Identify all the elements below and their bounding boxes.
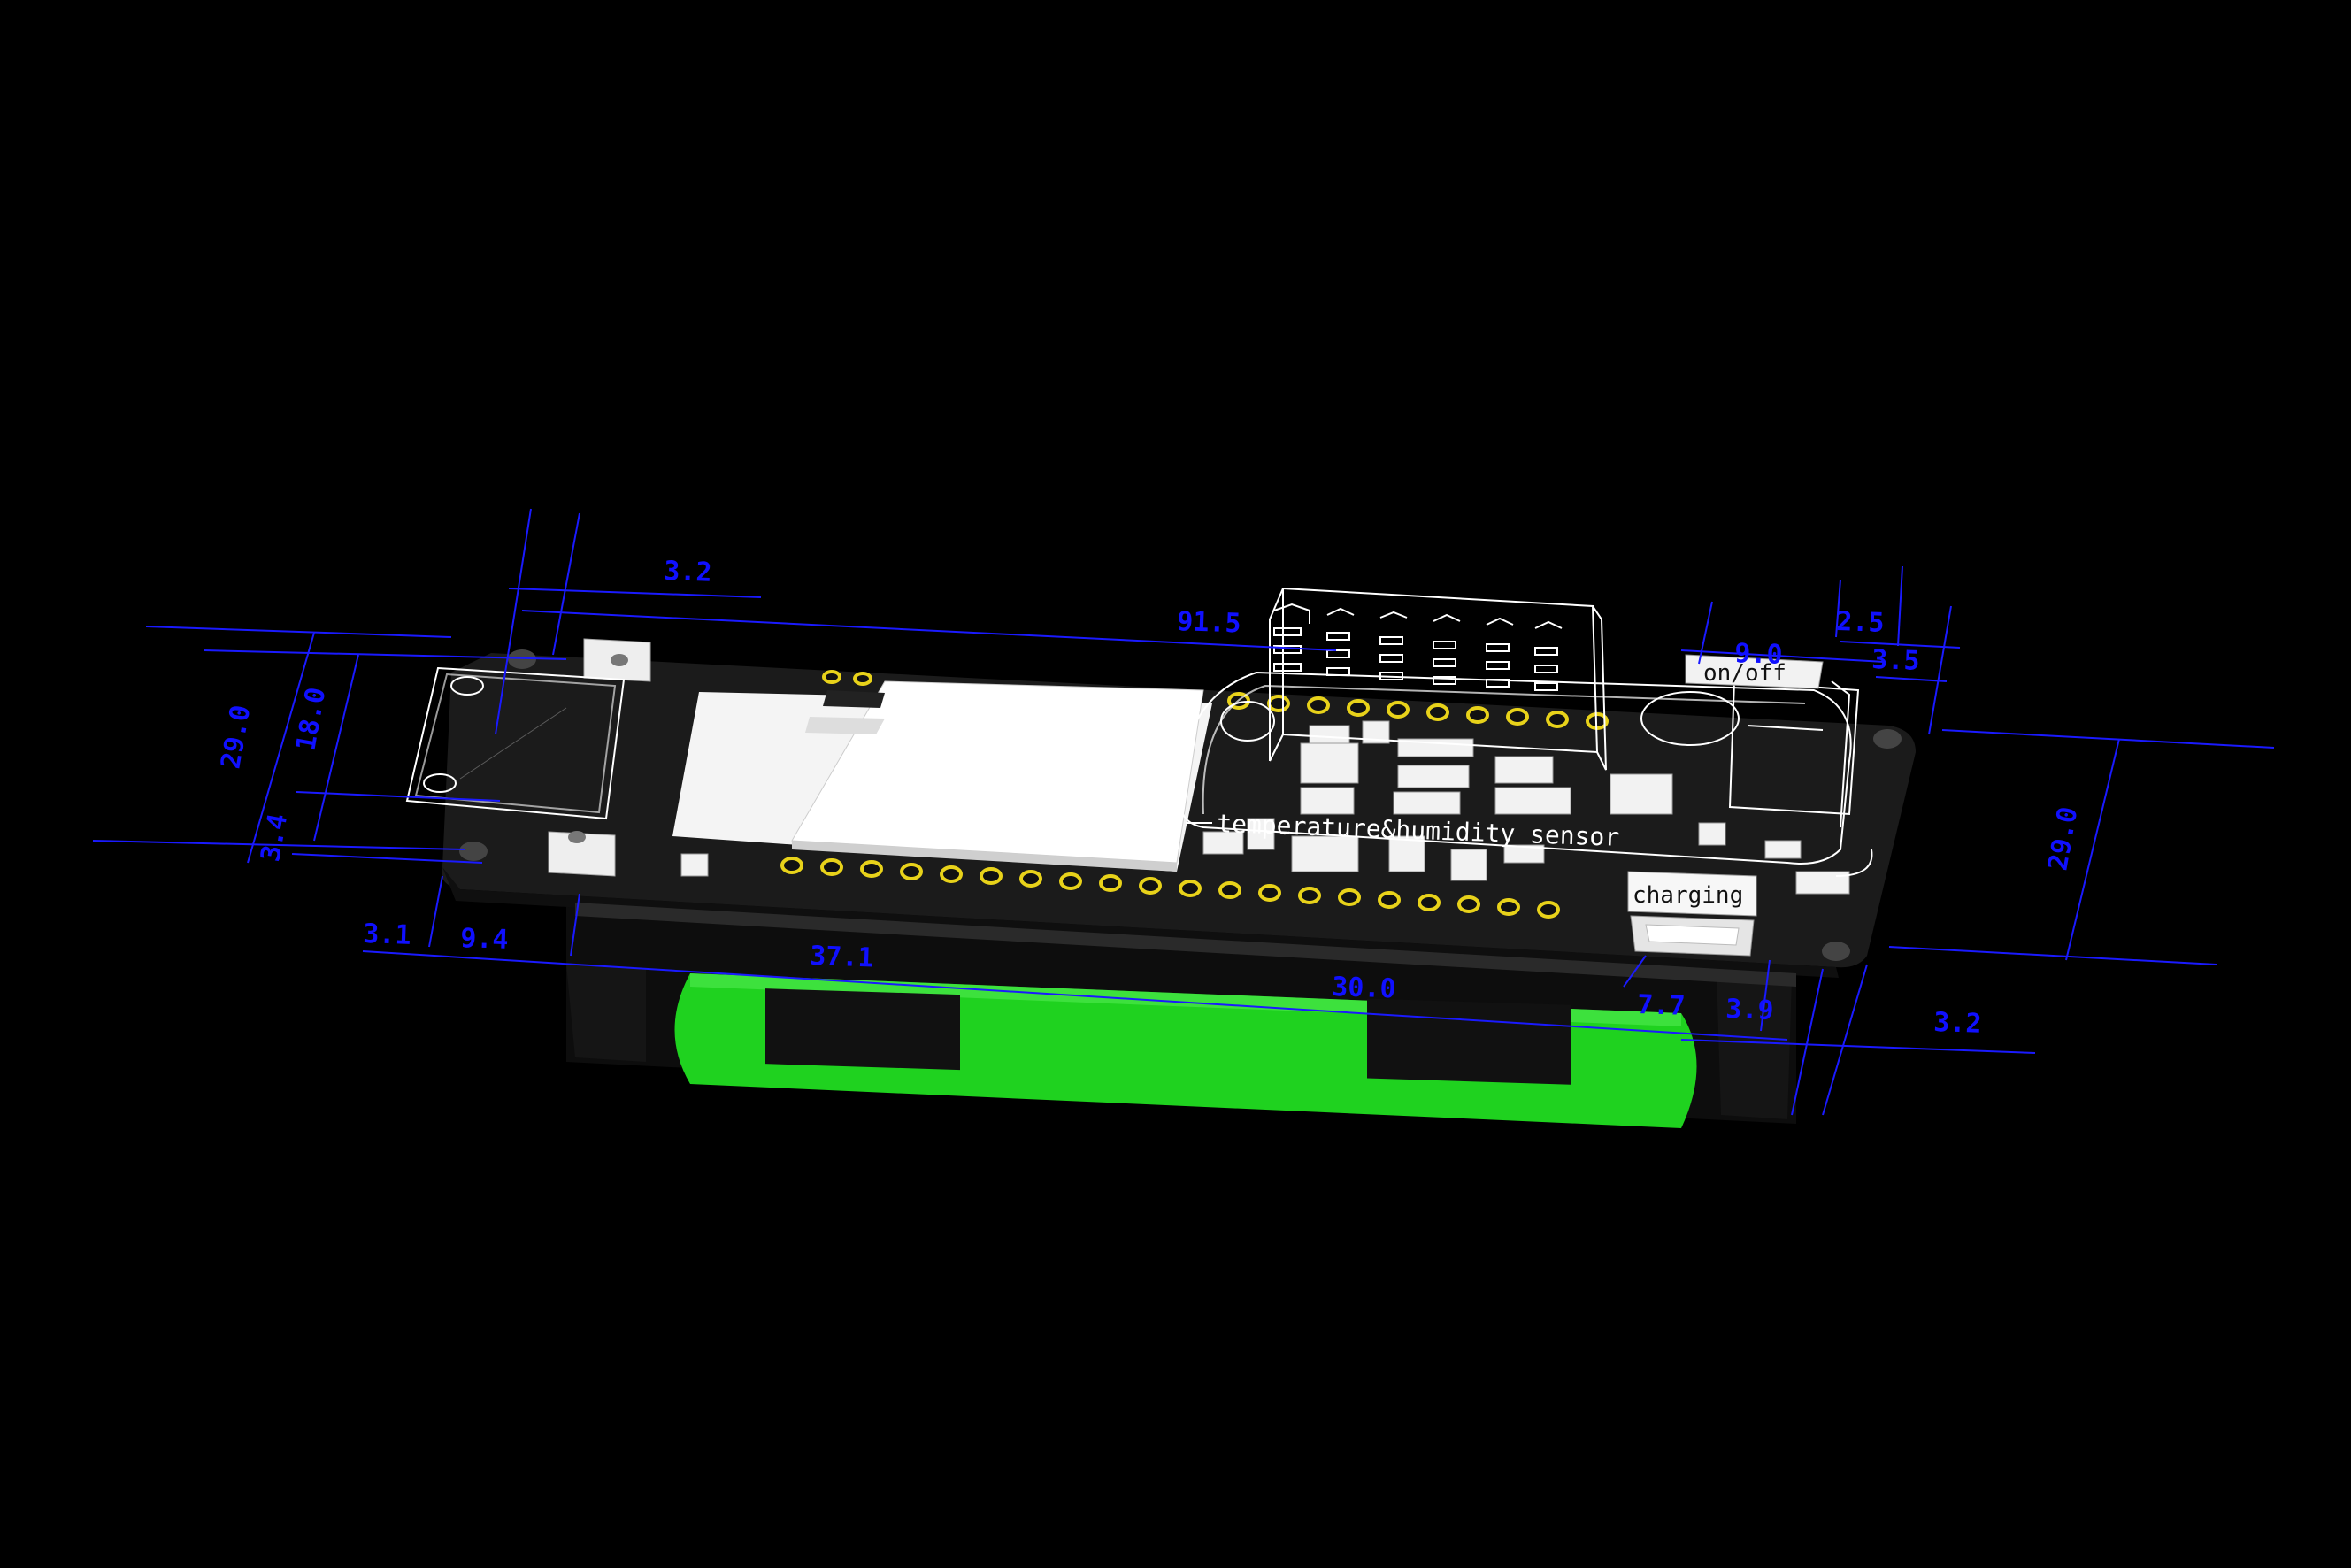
dim-3-1: 3.1 bbox=[363, 919, 411, 951]
mounting-holes bbox=[459, 649, 1902, 961]
wifi-module bbox=[672, 680, 1212, 872]
header-pins-top bbox=[822, 670, 1609, 730]
sensor-wireframe bbox=[1179, 587, 1873, 877]
dim-3-2-right: 3.2 bbox=[1933, 1007, 1982, 1040]
dimension-lines bbox=[92, 508, 2275, 1116]
dim-3-9: 3.9 bbox=[1725, 994, 1774, 1026]
dim-9-0: 9.0 bbox=[1734, 638, 1783, 671]
dim-3-5: 3.5 bbox=[1871, 644, 1920, 677]
charging-label: charging bbox=[1633, 882, 1743, 909]
dim-3-2-top: 3.2 bbox=[664, 556, 712, 588]
header-pins-bottom bbox=[780, 857, 1560, 919]
dim-2-5: 2.5 bbox=[1836, 606, 1885, 639]
on-off-switch: on/off bbox=[1685, 654, 1824, 689]
dim-9-4: 9.4 bbox=[460, 923, 509, 956]
standoff-blocks bbox=[548, 638, 651, 877]
dimension-labels: 3.2 91.5 9.0 2.5 3.5 29.0 18.0 3.4 3.1 9… bbox=[215, 556, 2084, 1040]
dim-30-0: 30.0 bbox=[1332, 972, 1396, 1005]
dim-91-5: 91.5 bbox=[1177, 606, 1241, 640]
dim-7-7: 7.7 bbox=[1637, 989, 1686, 1022]
smd-components bbox=[680, 720, 1850, 895]
charging-connector: charging bbox=[1627, 871, 1757, 957]
usb-connector-outline bbox=[405, 666, 626, 820]
on-off-label: on/off bbox=[1703, 660, 1786, 687]
dim-37-1: 37.1 bbox=[810, 941, 874, 974]
